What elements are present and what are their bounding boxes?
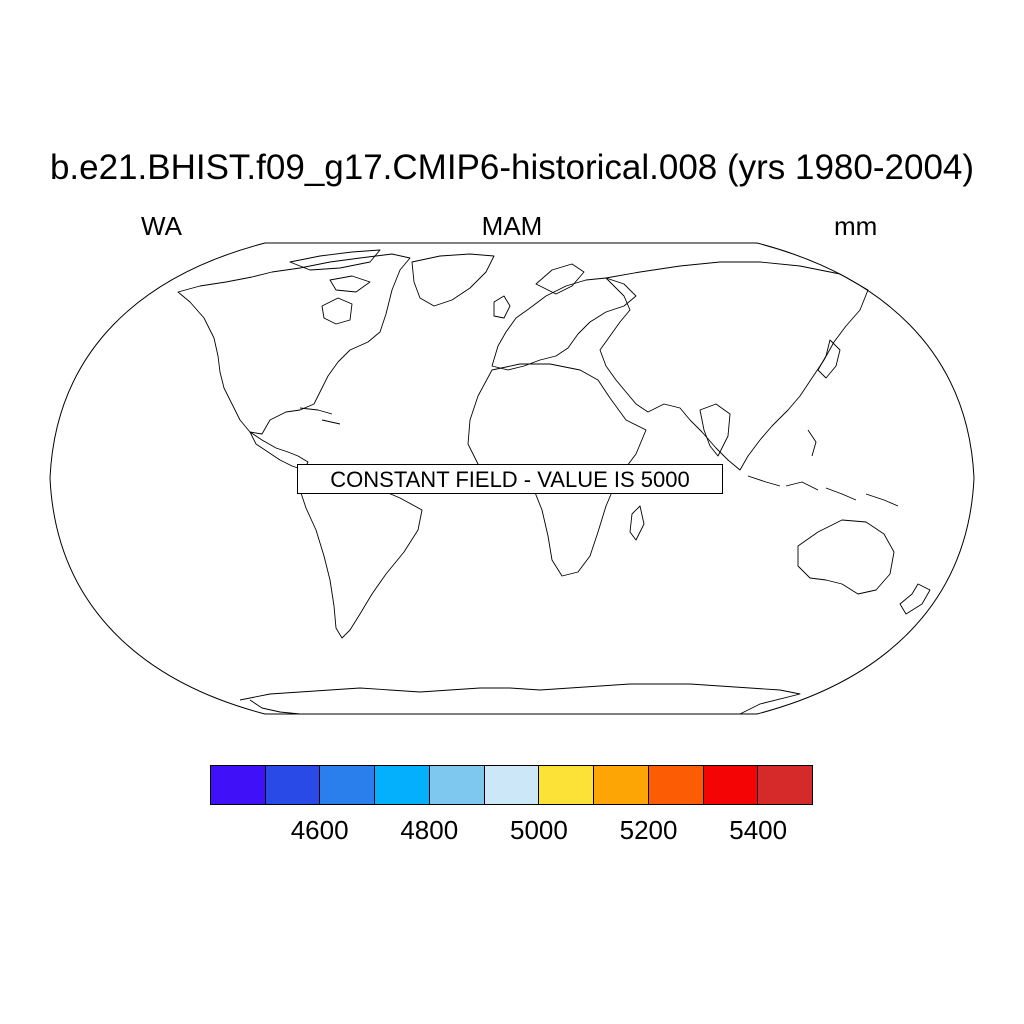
constant-field-label: CONSTANT FIELD - VALUE IS 5000 [297, 464, 723, 494]
coast-antarctica [239, 683, 801, 715]
colorbar-swatch [265, 766, 321, 804]
coast-japan [817, 339, 841, 379]
colorbar-swatch [594, 766, 649, 804]
coast-asia [599, 261, 869, 471]
colorbar-swatch [484, 766, 540, 804]
coast-australia [797, 519, 895, 595]
map-boundary [49, 242, 975, 715]
colorbar-swatch [648, 766, 704, 804]
coast-new-zealand [899, 583, 931, 615]
colorbar-swatch [429, 766, 485, 804]
variable-label: WA [141, 211, 182, 241]
coast-north-america [177, 253, 411, 435]
colorbar-swatch [375, 766, 430, 804]
coast-madagascar [629, 505, 645, 541]
colorbar-tick-label: 4800 [400, 815, 459, 845]
coast-europe [491, 277, 637, 371]
colorbar-labels: 4600 4800 5000 5200 5400 [0, 815, 1024, 847]
coast-greenland [411, 253, 495, 307]
colorbar-swatch [320, 766, 376, 804]
coast-hudson-bay [321, 297, 353, 325]
coast-arctic-islands [289, 249, 381, 293]
colorbar [210, 765, 813, 805]
colorbar-tick-label: 5400 [729, 815, 788, 845]
colorbar-swatch [758, 766, 813, 804]
colorbar-swatch [703, 766, 759, 804]
coast-scandinavia [535, 263, 585, 295]
coast-philippines [807, 429, 817, 457]
units-label: mm [834, 211, 878, 241]
colorbar-tick-label: 4600 [290, 815, 349, 845]
coastlines [177, 249, 931, 715]
plot-title: b.e21.BHIST.f09_g17.CMIP6-historical.008… [49, 148, 975, 187]
coast-caribbean [299, 407, 341, 425]
colorbar-swatch [539, 766, 595, 804]
coast-antarctic-peninsula [249, 699, 301, 715]
colorbar-tick-label: 5200 [619, 815, 678, 845]
colorbar-swatch [211, 766, 266, 804]
coast-indonesia [747, 475, 899, 507]
coast-british-isles [493, 295, 511, 319]
coast-india [699, 403, 731, 457]
colorbar-tick-label: 5000 [509, 815, 568, 845]
season-label: MAM [481, 211, 543, 241]
